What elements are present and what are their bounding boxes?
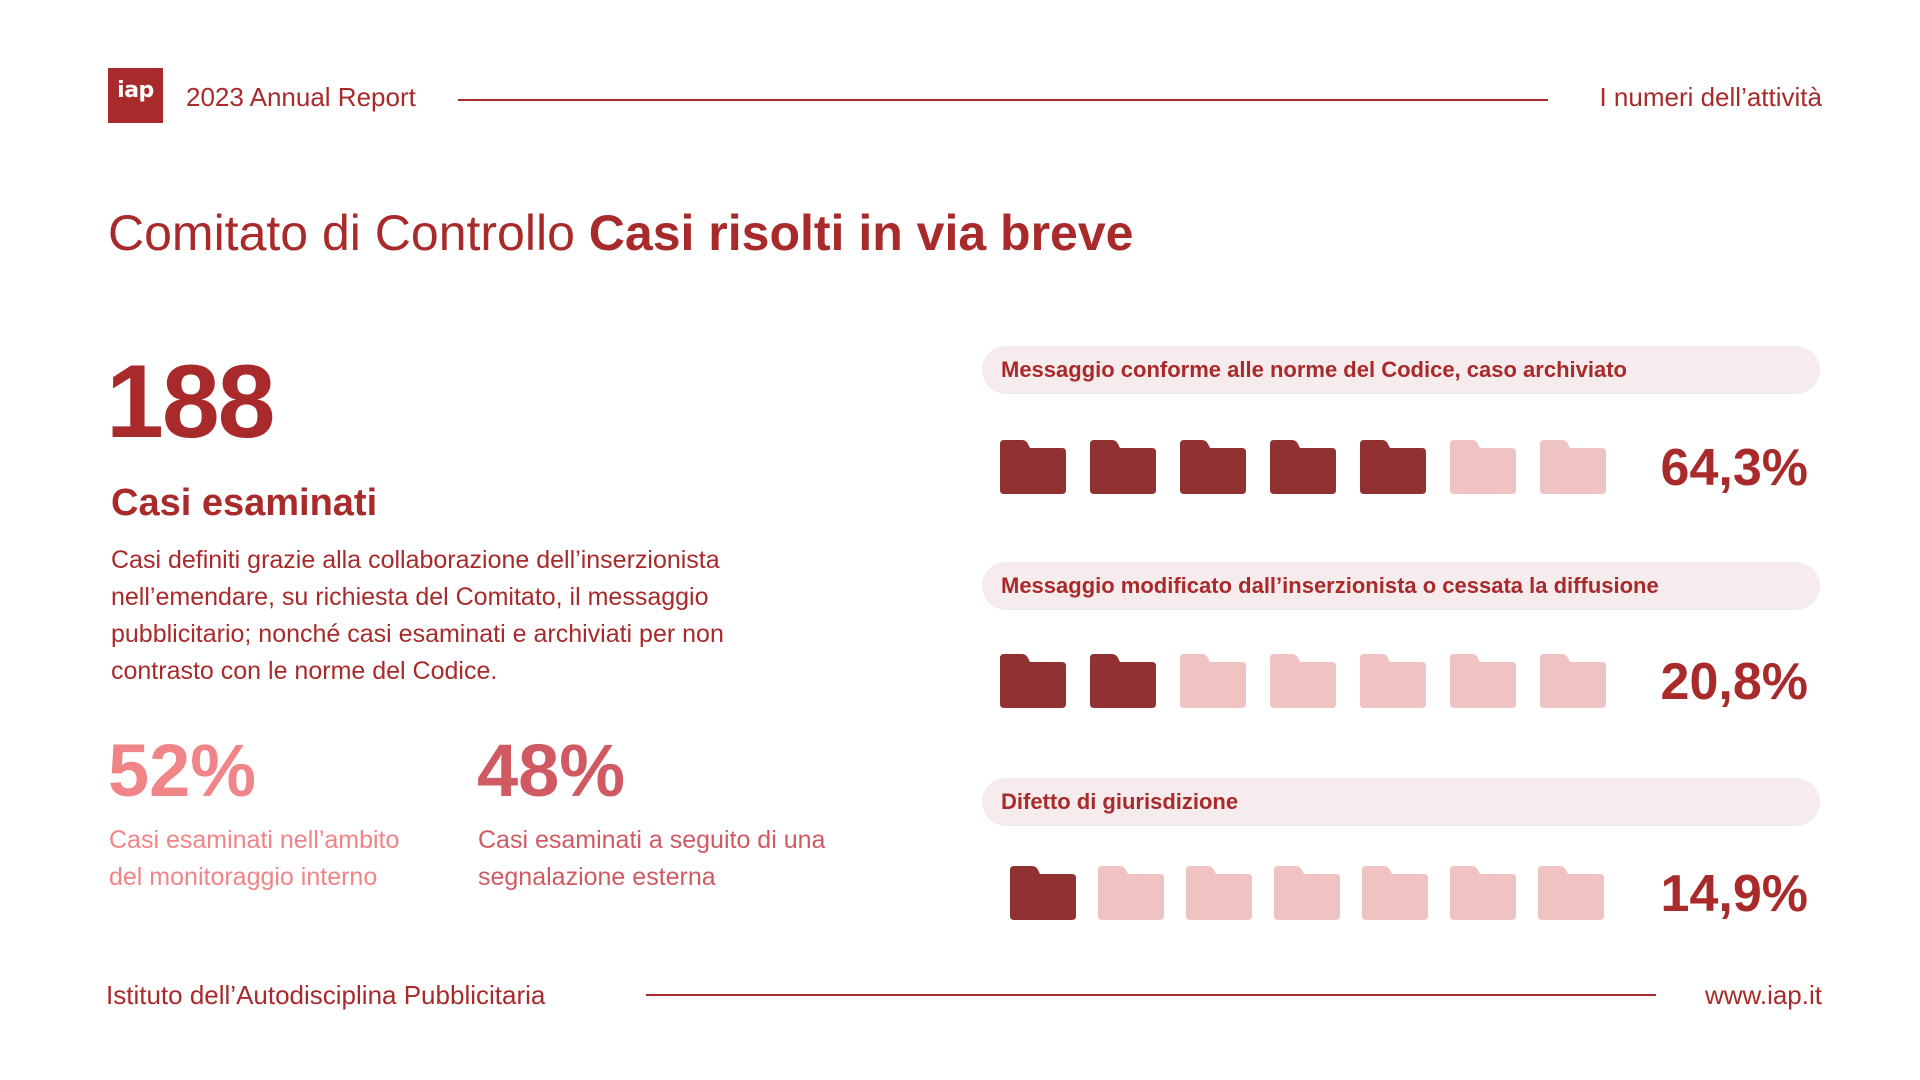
category-label: Difetto di giurisdizione — [1001, 789, 1239, 814]
folder-row-giurisdizione — [1010, 866, 1604, 920]
folder-icon-empty — [1362, 866, 1428, 920]
page-title-regular: Comitato di Controllo — [108, 205, 575, 261]
category-label: Messaggio modificato dall’inserzionista … — [1001, 573, 1659, 598]
folder-icon-empty — [1450, 866, 1516, 920]
folder-icon-empty — [1450, 440, 1516, 494]
section-title: I numeri dell’attività — [1599, 82, 1822, 112]
cases-description: Casi definiti grazie alla collaborazione… — [111, 546, 724, 685]
folder-row-conforme — [1000, 440, 1606, 494]
folder-icon-empty — [1540, 440, 1606, 494]
folder-row-modificato — [1000, 654, 1606, 708]
folder-icon-empty — [1450, 654, 1516, 708]
folder-icon-filled — [1090, 654, 1156, 708]
folder-icon-empty — [1538, 866, 1604, 920]
category-label: Messaggio conforme alle norme del Codice… — [1001, 357, 1627, 382]
internal-label: Casi esaminati nell’ambito del monitorag… — [109, 826, 400, 891]
external-percent: 48% — [477, 729, 626, 812]
external-label: Casi esaminati a seguito di una segnalaz… — [478, 826, 826, 891]
category-pill-conforme: Messaggio conforme alle norme del Codice… — [982, 346, 1820, 394]
internal-percent: 52% — [108, 729, 257, 812]
folder-icon-empty — [1274, 866, 1340, 920]
total-cases-label: Casi esaminati — [111, 482, 378, 524]
folder-icon-empty — [1360, 654, 1426, 708]
category-percent: 64,3% — [1660, 439, 1808, 497]
folder-icon-empty — [1270, 654, 1336, 708]
category-percent: 14,9% — [1660, 865, 1808, 923]
folder-icon-filled — [1360, 440, 1426, 494]
category-pill-modificato: Messaggio modificato dall’inserzionista … — [982, 562, 1820, 610]
folder-icon-empty — [1186, 866, 1252, 920]
folder-icon-filled — [1000, 440, 1066, 494]
report-title: 2023 Annual Report — [186, 82, 416, 112]
folder-icon-empty — [1098, 866, 1164, 920]
folder-icon-filled — [1010, 866, 1076, 920]
folder-icon-filled — [1090, 440, 1156, 494]
footer-divider — [646, 994, 1656, 996]
page-title: Comitato di Controllo Casi risolti in vi… — [108, 204, 1133, 262]
footer-url[interactable]: www.iap.it — [1704, 980, 1822, 1010]
category-pill-giurisdizione: Difetto di giurisdizione — [982, 778, 1820, 826]
footer-org: Istituto dell’Autodisciplina Pubblicitar… — [106, 980, 546, 1010]
page-title-bold: Casi risolti in via breve — [588, 205, 1134, 261]
total-cases-number: 188 — [106, 344, 276, 460]
category-percent: 20,8% — [1660, 653, 1808, 711]
iap-logo: iap — [108, 68, 163, 123]
folder-icon-empty — [1540, 654, 1606, 708]
header-divider — [458, 99, 1548, 101]
folder-icon-empty — [1180, 654, 1246, 708]
folder-icon-filled — [1180, 440, 1246, 494]
folder-icon-filled — [1000, 654, 1066, 708]
folder-icon-filled — [1270, 440, 1336, 494]
